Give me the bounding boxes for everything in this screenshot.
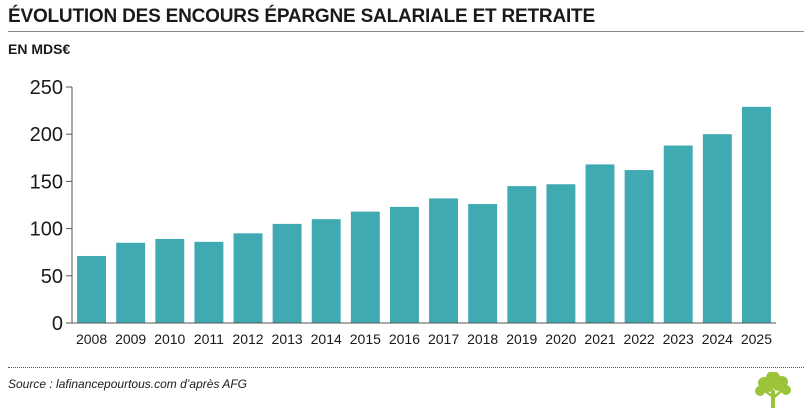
title-divider <box>8 31 804 32</box>
x-tick-label: 2021 <box>584 331 615 347</box>
y-tick-label: 0 <box>52 313 63 335</box>
x-axis: 2008 2009 2010 2011 2012 2013 2014 2015 2016 2017… <box>72 322 776 347</box>
bar <box>663 145 693 323</box>
y-tick-label: 250 <box>30 77 63 99</box>
x-tick-label: 2025 <box>741 331 772 347</box>
bar <box>507 186 537 323</box>
x-tick-label: 2018 <box>467 331 498 347</box>
x-tick-label: 2022 <box>624 331 655 347</box>
tree-branch <box>764 390 773 398</box>
bar <box>194 241 224 323</box>
footer-divider <box>8 367 804 368</box>
x-tick-label: 2023 <box>663 331 694 347</box>
bar <box>624 170 654 323</box>
bar <box>233 233 263 323</box>
x-tick-label: 2013 <box>272 331 303 347</box>
tree-icon <box>755 372 791 408</box>
y-tick-label: 50 <box>41 266 63 288</box>
x-tick-label: 2010 <box>154 331 185 347</box>
bar <box>741 106 771 323</box>
x-tick-label: 2015 <box>350 331 381 347</box>
bar <box>272 223 302 323</box>
y-tick-label: 200 <box>30 124 63 146</box>
bar <box>702 134 732 323</box>
x-tick-label: 2012 <box>232 331 263 347</box>
x-tick-label: 2016 <box>389 331 420 347</box>
tree-leaf <box>781 385 791 395</box>
bar <box>311 219 341 323</box>
bars <box>77 106 771 323</box>
x-tick-label: 2019 <box>506 331 537 347</box>
source-note: Source : lafinancepourtous.com d’après A… <box>8 377 248 391</box>
bar <box>350 211 380 323</box>
bar <box>546 184 576 323</box>
bar <box>116 242 146 323</box>
bar <box>585 164 615 323</box>
chart-title: ÉVOLUTION DES ENCOURS ÉPARGNE SALARIALE … <box>8 6 595 27</box>
bar <box>77 255 107 323</box>
tree-leaf <box>773 381 783 391</box>
bar <box>389 206 419 323</box>
tree-leaf <box>764 382 774 392</box>
x-tick-label: 2024 <box>702 331 733 347</box>
y-tick-label: 100 <box>30 219 63 241</box>
tree-branch <box>773 389 783 399</box>
y-axis: 0 50 100 150 200 250 <box>30 77 73 335</box>
tree-trunk <box>771 390 775 408</box>
tree-leaf <box>755 386 765 396</box>
bar <box>155 238 185 323</box>
unit-label: EN MDS€ <box>8 41 71 57</box>
x-tick-label: 2020 <box>545 331 576 347</box>
x-tick-label: 2014 <box>311 331 342 347</box>
x-tick-label: 2017 <box>428 331 459 347</box>
x-tick-label: 2008 <box>76 331 107 347</box>
bar-chart: 0 50 100 150 200 250 2008 2009 2010 2011 2012 2013… <box>30 77 776 347</box>
y-tick-label: 150 <box>30 171 63 193</box>
x-tick-label: 2011 <box>194 331 224 347</box>
x-tick-label: 2009 <box>115 331 146 347</box>
bar <box>429 198 459 323</box>
bar <box>468 204 498 323</box>
